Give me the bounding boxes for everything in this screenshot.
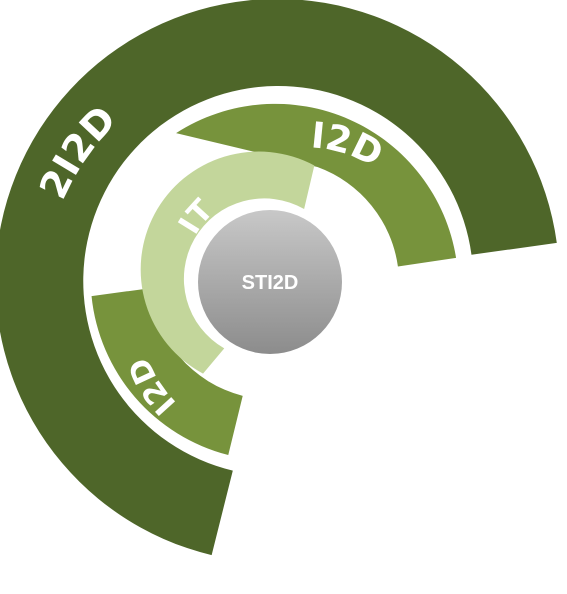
ring-middle-top-i2d — [176, 103, 457, 267]
ring-outer-2i2d — [0, 0, 557, 556]
center-circle — [198, 210, 342, 354]
ring-inner-it — [140, 151, 315, 374]
center-label: STI2D — [242, 272, 299, 294]
ring-middle-left-i2d — [91, 288, 243, 456]
